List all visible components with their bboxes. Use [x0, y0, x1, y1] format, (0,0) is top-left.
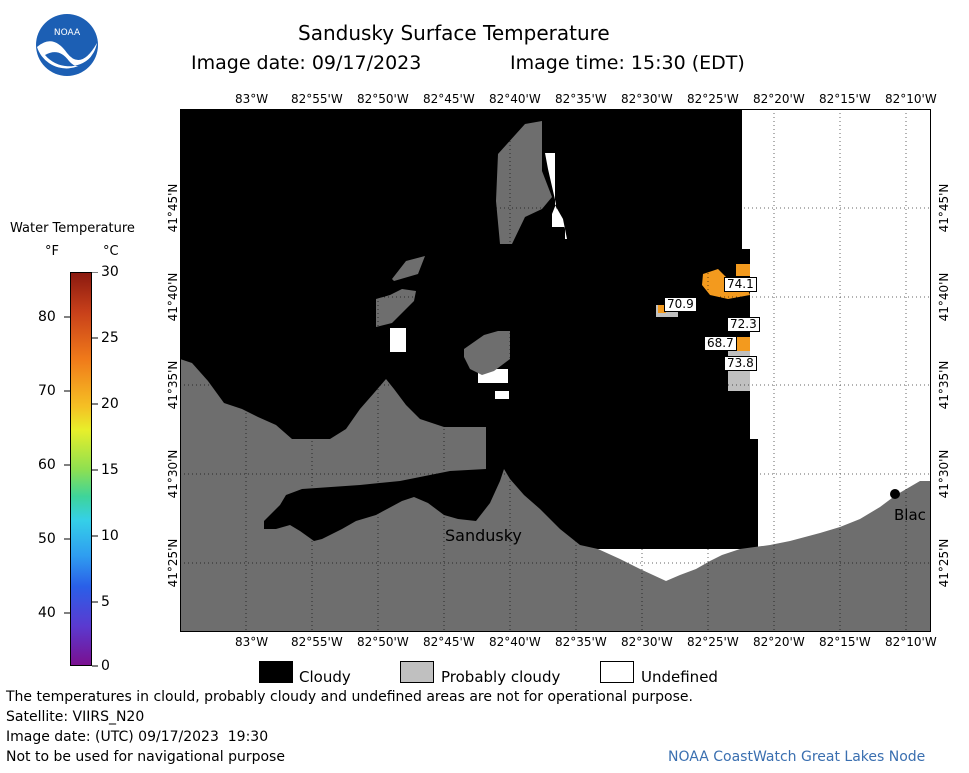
lon-top-82-50: 82°50'W — [357, 92, 409, 106]
colorbar-ticks — [64, 272, 98, 667]
c-tick-25: 25 — [101, 330, 119, 346]
lat-right-41-30: 41°30'N — [937, 449, 951, 499]
lat-right-41-40: 41°40'N — [937, 272, 951, 322]
lon-bottom-82-50: 82°50'W — [357, 635, 409, 649]
lon-bottom-82-25: 82°25'W — [687, 635, 739, 649]
c-tick-30: 30 — [101, 264, 119, 280]
city-label-edge: Blac — [894, 506, 926, 524]
sst-label-1: 74.1 — [724, 277, 757, 292]
lat-left-41-25: 41°25'N — [166, 538, 180, 588]
lat-left-41-30: 41°30'N — [166, 449, 180, 499]
f-tick-70: 70 — [38, 383, 56, 399]
sst-label-3: 72.3 — [727, 317, 760, 332]
c-tick-20: 20 — [101, 396, 119, 412]
lon-top-82-25: 82°25'W — [687, 92, 739, 106]
lon-top-82-55: 82°55'W — [291, 92, 343, 106]
city-label-sandusky: Sandusky — [445, 526, 522, 545]
f-tick-80: 80 — [38, 309, 56, 325]
footer-disclaimer: The temperatures in clould, probably clo… — [6, 689, 693, 705]
lat-right-41-25: 41°25'N — [937, 538, 951, 588]
lat-left-41-35: 41°35'N — [166, 360, 180, 410]
footer-navigation: Not to be used for navigational purpose — [6, 749, 285, 765]
c-tick-10: 10 — [101, 528, 119, 544]
legend-swatch-cloudy — [259, 661, 293, 683]
lon-bottom-82-35: 82°35'W — [555, 635, 607, 649]
c-tick-15: 15 — [101, 462, 119, 478]
footer-utc-date: Image date: (UTC) 09/17/2023 19:30 — [6, 729, 269, 745]
colorbar-title: Water Temperature — [10, 221, 135, 236]
lon-bottom-82-40: 82°40'W — [489, 635, 541, 649]
noaa-logo: NOAA — [35, 13, 99, 77]
f-tick-40: 40 — [38, 605, 56, 621]
lat-right-41-35: 41°35'N — [937, 360, 951, 410]
unit-fahrenheit: °F — [45, 244, 59, 259]
island-patch-4 — [464, 331, 510, 375]
c-tick-5: 5 — [101, 594, 110, 610]
land-area — [180, 359, 931, 632]
lon-bottom-82-10: 82°10'W — [885, 635, 937, 649]
f-tick-60: 60 — [38, 457, 56, 473]
surface-temperature-map — [180, 109, 931, 632]
lon-top-82-30: 82°30'W — [621, 92, 673, 106]
c-tick-0: 0 — [101, 658, 110, 674]
sst-label-5: 73.8 — [724, 356, 757, 371]
f-tick-50: 50 — [38, 531, 56, 547]
lat-left-41-40: 41°40'N — [166, 272, 180, 322]
footer-credit: NOAA CoastWatch Great Lakes Node — [668, 749, 926, 765]
lon-top-82-10: 82°10'W — [885, 92, 937, 106]
sst-label-4: 68.7 — [704, 336, 737, 351]
legend-swatch-probably-cloudy — [400, 661, 434, 683]
city-marker — [890, 489, 900, 499]
image-time: Image time: 15:30 (EDT) — [510, 52, 745, 74]
lon-top-82-40: 82°40'W — [489, 92, 541, 106]
lon-top-83: 83°W — [235, 92, 269, 106]
image-date: Image date: 09/17/2023 — [191, 52, 422, 74]
lon-bottom-83: 83°W — [235, 635, 269, 649]
page-title: Sandusky Surface Temperature — [298, 21, 610, 45]
lon-bottom-82-20: 82°20'W — [753, 635, 805, 649]
footer-satellite: Satellite: VIIRS_N20 — [6, 709, 145, 725]
sst-label-2: 70.9 — [664, 297, 697, 312]
lat-left-41-45: 41°45'N — [166, 183, 180, 233]
lon-bottom-82-55: 82°55'W — [291, 635, 343, 649]
lon-bottom-82-45: 82°45'W — [423, 635, 475, 649]
colorbar — [70, 272, 92, 666]
unit-celsius: °C — [103, 244, 119, 259]
lon-top-82-15: 82°15'W — [819, 92, 871, 106]
legend-label-cloudy: Cloudy — [299, 668, 351, 686]
lat-right-41-45: 41°45'N — [937, 183, 951, 233]
legend-label-undefined: Undefined — [641, 668, 718, 686]
lon-top-82-35: 82°35'W — [555, 92, 607, 106]
island-patch-2 — [392, 256, 425, 281]
lon-bottom-82-15: 82°15'W — [819, 635, 871, 649]
undefined-patch-1 — [500, 153, 567, 239]
svg-text:NOAA: NOAA — [54, 28, 81, 38]
lon-top-82-20: 82°20'W — [753, 92, 805, 106]
legend-swatch-undefined — [600, 661, 634, 683]
lon-top-82-45: 82°45'W — [423, 92, 475, 106]
island-patch-3 — [376, 289, 416, 327]
legend-label-probably-cloudy: Probably cloudy — [441, 668, 561, 686]
lon-bottom-82-30: 82°30'W — [621, 635, 673, 649]
